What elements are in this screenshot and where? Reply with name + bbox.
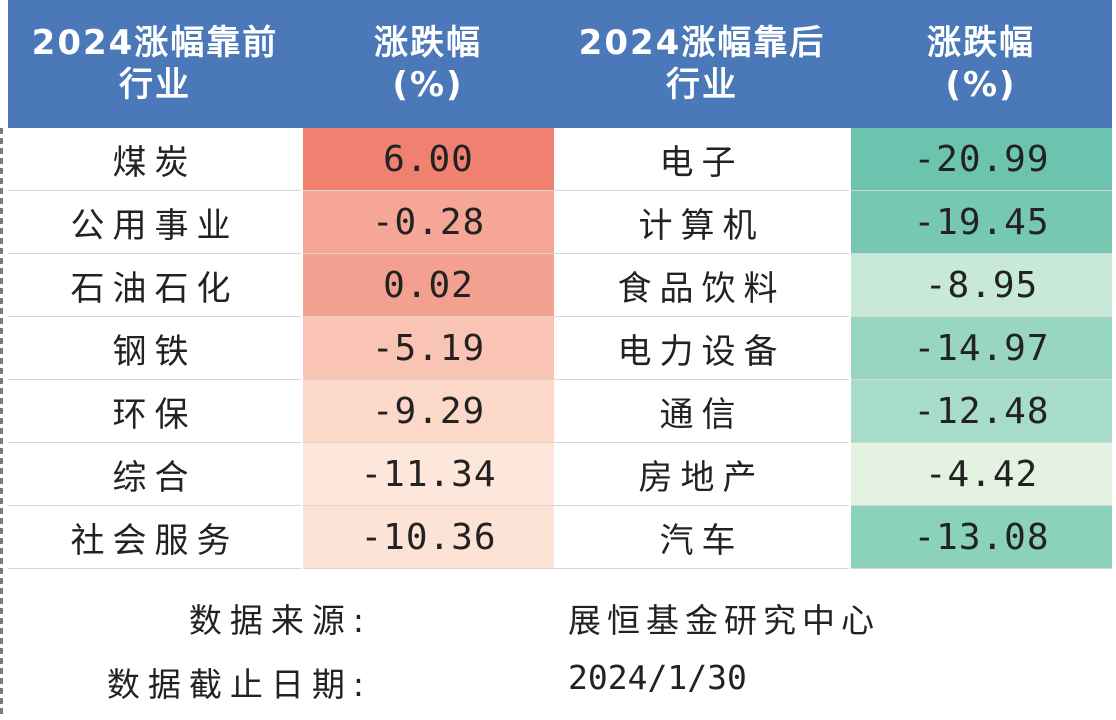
table-row: 公用事业 -0.28 计算机 -19.45 bbox=[8, 190, 1112, 254]
industry-performance-table: 2024涨幅靠前 行业 涨跌幅 (%) 2024涨幅靠后 行业 涨跌幅 (%) … bbox=[8, 0, 1112, 569]
bottom-industry-cell: 食品饮料 bbox=[554, 253, 850, 317]
table-row: 煤炭 6.00 电子 -20.99 bbox=[8, 128, 1112, 191]
header-bottom-change: 涨跌幅 (%) bbox=[850, 0, 1112, 128]
table-row: 钢铁 -5.19 电力设备 -14.97 bbox=[8, 316, 1112, 380]
top-industry-cell: 综合 bbox=[8, 442, 302, 506]
top-change-cell: -11.34 bbox=[301, 442, 554, 506]
top-industry-cell: 环保 bbox=[8, 379, 302, 443]
cutoff-date-row: 数据截止日期: 2024/1/30 bbox=[8, 658, 1112, 718]
top-industry-cell: 石油石化 bbox=[8, 253, 302, 317]
bottom-change-cell: -4.42 bbox=[849, 442, 1112, 506]
header-top-change: 涨跌幅 (%) bbox=[302, 0, 554, 128]
table-row: 综合 -11.34 房地产 -4.42 bbox=[8, 442, 1112, 506]
top-change-cell: -0.28 bbox=[301, 190, 554, 254]
bottom-change-cell: -13.08 bbox=[849, 505, 1112, 569]
table-row: 石油石化 0.02 食品饮料 -8.95 bbox=[8, 253, 1112, 317]
bottom-change-cell: -14.97 bbox=[849, 316, 1112, 380]
data-source-row: 数据来源: 展恒基金研究中心 bbox=[8, 594, 1112, 654]
top-change-cell: -9.29 bbox=[301, 379, 554, 443]
table-row: 环保 -9.29 通信 -12.48 bbox=[8, 379, 1112, 443]
left-dashed-border bbox=[0, 128, 3, 718]
header-bottom-industry: 2024涨幅靠后 行业 bbox=[554, 0, 850, 128]
bottom-change-cell: -20.99 bbox=[849, 128, 1112, 191]
bottom-change-cell: -19.45 bbox=[849, 190, 1112, 254]
top-industry-cell: 公用事业 bbox=[8, 190, 302, 254]
bottom-change-cell: -12.48 bbox=[849, 379, 1112, 443]
bottom-industry-cell: 房地产 bbox=[554, 442, 850, 506]
bottom-industry-cell: 电子 bbox=[554, 128, 850, 191]
top-industry-cell: 煤炭 bbox=[8, 128, 302, 191]
footer-notes: 数据来源: 展恒基金研究中心 数据截止日期: 2024/1/30 bbox=[8, 578, 1112, 720]
top-change-cell: -5.19 bbox=[301, 316, 554, 380]
cutoff-date-label: 数据截止日期: bbox=[106, 665, 372, 704]
header-top-industry: 2024涨幅靠前 行业 bbox=[8, 0, 302, 128]
data-source-label: 数据来源: bbox=[188, 601, 372, 640]
header-row: 2024涨幅靠前 行业 涨跌幅 (%) 2024涨幅靠后 行业 涨跌幅 (%) bbox=[8, 0, 1112, 128]
top-industry-cell: 社会服务 bbox=[8, 505, 302, 569]
bottom-industry-cell: 电力设备 bbox=[554, 316, 850, 380]
cutoff-date-value: 2024/1/30 bbox=[568, 658, 747, 697]
bottom-industry-cell: 汽车 bbox=[554, 505, 850, 569]
top-change-cell: 0.02 bbox=[301, 253, 554, 317]
top-industry-cell: 钢铁 bbox=[8, 316, 302, 380]
top-change-cell: 6.00 bbox=[301, 128, 554, 191]
table-row: 社会服务 -10.36 汽车 -13.08 bbox=[8, 505, 1112, 569]
bottom-industry-cell: 计算机 bbox=[554, 190, 850, 254]
top-change-cell: -10.36 bbox=[301, 505, 554, 569]
bottom-change-cell: -8.95 bbox=[849, 253, 1112, 317]
bottom-industry-cell: 通信 bbox=[554, 379, 850, 443]
data-source-value: 展恒基金研究中心 bbox=[568, 601, 880, 640]
